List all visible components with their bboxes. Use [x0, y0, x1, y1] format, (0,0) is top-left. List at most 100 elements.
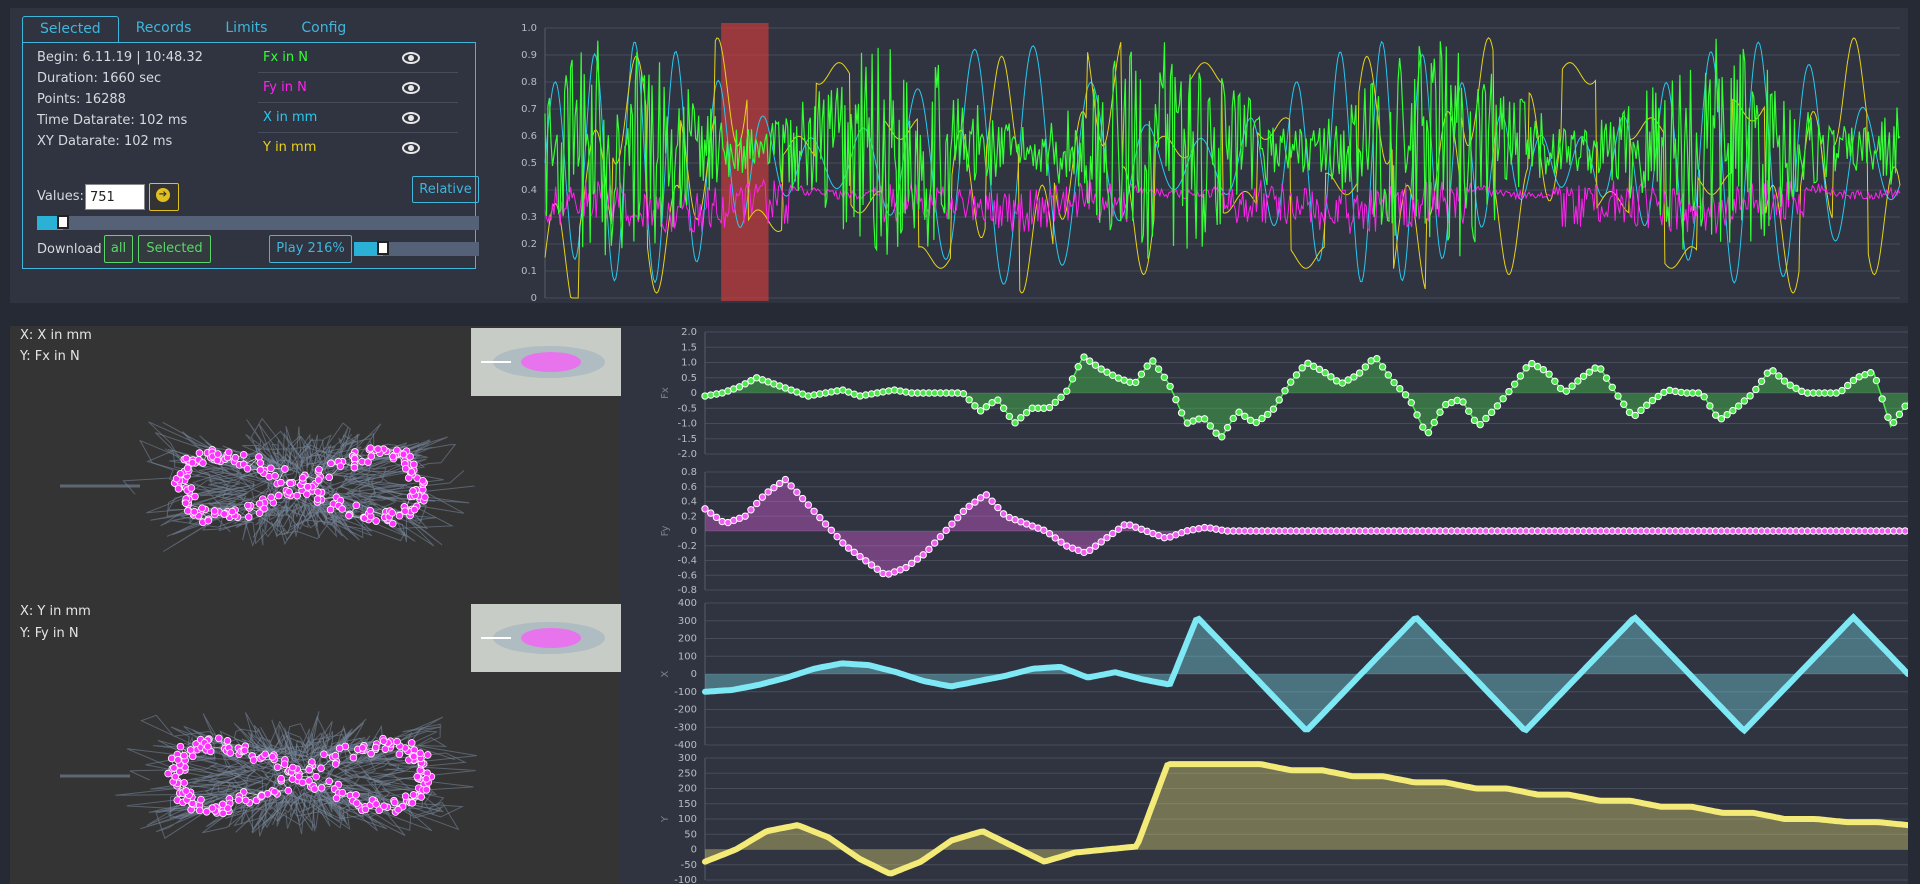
scatter1-plot[interactable] [60, 376, 580, 606]
scatter2-minimap[interactable] [471, 604, 621, 672]
chart-data-point [758, 493, 767, 501]
eye-icon[interactable] [402, 52, 420, 64]
scatter-point [280, 760, 289, 768]
series-label-x: X in mm [263, 110, 318, 125]
range-slider[interactable] [37, 215, 479, 230]
scatter-point [231, 453, 240, 462]
chart-data-point [1608, 383, 1616, 392]
overview-y-tick: 0.6 [521, 131, 537, 142]
scatter2-plot[interactable] [60, 676, 600, 876]
download-selected-button[interactable]: Selected [138, 235, 211, 263]
scatter-point [243, 464, 252, 473]
scatter-point [406, 452, 414, 461]
scatter-point [218, 800, 227, 809]
overview-y-tick: 0.5 [521, 158, 537, 169]
eye-icon[interactable] [402, 112, 420, 124]
scatter1-minimap[interactable] [471, 328, 621, 396]
chart-data-point [752, 499, 761, 508]
chart-data-point [1143, 362, 1151, 370]
chart-data-point [1510, 380, 1519, 388]
chart-y-tick: 0.4 [681, 497, 697, 508]
overview-time-chart[interactable]: 0 0.1 0.2 0.3 0.4 0.5 0.6 0.7 0.8 0.9 1.0 [500, 14, 1908, 301]
chart-data-point [1413, 411, 1421, 419]
scatter-point [256, 459, 265, 467]
tab-limits[interactable]: Limits [225, 20, 268, 36]
values-input[interactable] [85, 184, 145, 210]
scatter-point [336, 462, 345, 471]
tab-selected[interactable]: Selected [22, 16, 119, 43]
scatter-point [198, 504, 206, 513]
chart-area-fill [705, 764, 1908, 874]
chart-data-point [1746, 392, 1754, 400]
play-speed-slider[interactable] [354, 241, 479, 256]
chart-y-tick: 100 [678, 814, 697, 825]
overview-series-y [544, 37, 1901, 299]
range-slider-fill [37, 216, 63, 230]
chart-data-point [1298, 364, 1306, 372]
minimap-selection [521, 628, 581, 648]
chart-data-point [1321, 368, 1329, 377]
chart-data-point [971, 402, 979, 410]
scatter-point [256, 466, 265, 474]
chart-y-tick: 0 [691, 388, 697, 399]
scatter-point [393, 446, 401, 455]
scatter-point [244, 501, 252, 510]
chart-data-point [844, 544, 853, 552]
relative-button[interactable]: Relative [412, 176, 479, 203]
stacked-signal-charts[interactable]: 2.0 1.5 1.0 0.5 0 -0.5 -1.0 -1.5 -2.0 Fx 0.8 0.6 0.4… [650, 326, 1908, 884]
chart-data-point [741, 380, 749, 388]
chart-data-point [948, 520, 956, 528]
chart-data-point [1344, 376, 1352, 384]
chart-y-tick: -0.2 [677, 541, 697, 552]
scatter-point [257, 792, 266, 800]
chart-data-point [712, 513, 721, 522]
tab-config[interactable]: Config [301, 20, 347, 36]
scatter-point [186, 746, 195, 754]
scatter-point [408, 799, 417, 807]
eye-icon[interactable] [402, 142, 420, 154]
scatter-point [416, 749, 425, 758]
chart-data-point [930, 539, 939, 547]
scatter-point [401, 464, 410, 473]
scatter-point [239, 451, 248, 459]
scatter-point [314, 476, 323, 484]
eye-icon[interactable] [402, 82, 420, 94]
chart-data-point [1637, 406, 1645, 415]
chart-data-point [1166, 382, 1174, 391]
chart-data-point [1068, 375, 1077, 383]
overview-y-tick: 1.0 [521, 23, 537, 34]
play-slider-fill [354, 242, 383, 256]
download-all-button[interactable]: all [104, 235, 133, 263]
chart-data-point [1407, 398, 1415, 407]
chart-y-axis-label: Fy [660, 526, 671, 537]
play-button[interactable]: Play 216% [269, 235, 352, 263]
scatter-point [197, 795, 205, 804]
scatter-point [184, 507, 192, 515]
chart-data-point [1568, 382, 1576, 390]
overview-y-tick: 0.2 [521, 239, 537, 250]
chart-data-point [919, 551, 927, 559]
tab-records[interactable]: Records [135, 20, 192, 36]
chart-data-point [1063, 387, 1071, 395]
scatter-point [226, 749, 235, 757]
chart-data-point [976, 407, 985, 415]
chart-data-point [942, 526, 950, 535]
play-slider-thumb[interactable] [376, 241, 389, 255]
chart-data-point [833, 532, 841, 541]
chart-y-tick: 0 [691, 669, 697, 680]
scatter-point [214, 450, 222, 458]
range-slider-thumb[interactable] [56, 215, 69, 229]
chart-data-point [1390, 378, 1398, 387]
apply-values-button[interactable] [149, 183, 179, 211]
chart-data-point [959, 507, 968, 516]
chart-data-point [1424, 428, 1433, 437]
chart-data-point [1648, 396, 1657, 405]
chart-data-point [747, 506, 755, 514]
chart-data-point [1269, 405, 1278, 413]
chart-data-point [1154, 365, 1163, 373]
overview-panel: Selected Records Limits Config Begin: 6.… [10, 8, 1908, 303]
scatter-point [182, 787, 190, 795]
xy-datarate-text: XY Datarate: 102 ms [37, 134, 173, 149]
scatter-point [268, 752, 277, 761]
chart-data-point [1620, 400, 1628, 408]
